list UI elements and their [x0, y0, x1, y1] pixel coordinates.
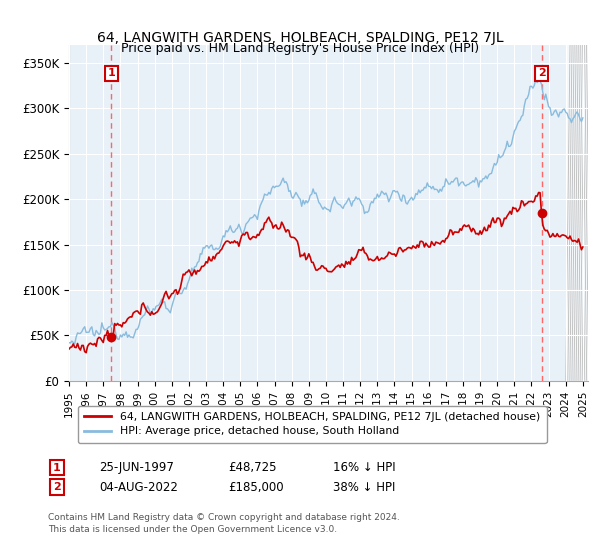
Text: Contains HM Land Registry data © Crown copyright and database right 2024.: Contains HM Land Registry data © Crown c… — [48, 514, 400, 522]
Text: 2: 2 — [538, 68, 545, 78]
Text: 38% ↓ HPI: 38% ↓ HPI — [333, 480, 395, 494]
Text: 1: 1 — [107, 68, 115, 78]
Legend: 64, LANGWITH GARDENS, HOLBEACH, SPALDING, PE12 7JL (detached house), HPI: Averag: 64, LANGWITH GARDENS, HOLBEACH, SPALDING… — [77, 405, 547, 443]
Text: Price paid vs. HM Land Registry's House Price Index (HPI): Price paid vs. HM Land Registry's House … — [121, 42, 479, 55]
Bar — [566, 45, 588, 381]
Text: 04-AUG-2022: 04-AUG-2022 — [99, 480, 178, 494]
Text: £48,725: £48,725 — [228, 461, 277, 474]
Text: 2: 2 — [53, 482, 61, 492]
Text: 25-JUN-1997: 25-JUN-1997 — [99, 461, 174, 474]
Text: This data is licensed under the Open Government Licence v3.0.: This data is licensed under the Open Gov… — [48, 525, 337, 534]
Text: £185,000: £185,000 — [228, 480, 284, 494]
Text: 1: 1 — [53, 463, 61, 473]
Text: 16% ↓ HPI: 16% ↓ HPI — [333, 461, 395, 474]
Text: 64, LANGWITH GARDENS, HOLBEACH, SPALDING, PE12 7JL: 64, LANGWITH GARDENS, HOLBEACH, SPALDING… — [97, 31, 503, 45]
